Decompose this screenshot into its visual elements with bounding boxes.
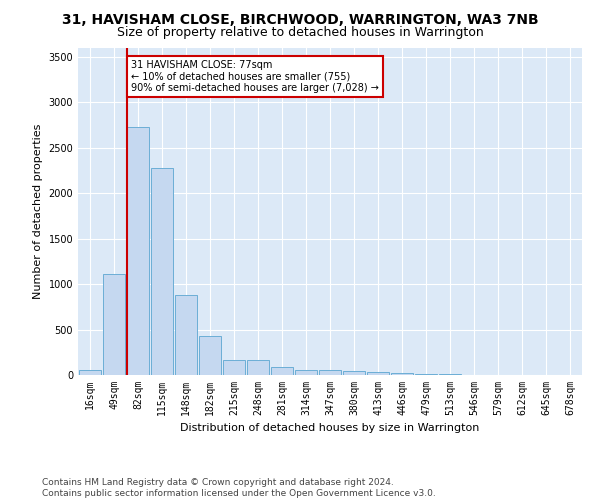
Bar [415, 374, 437, 375]
Bar [175, 295, 197, 375]
Bar [391, 374, 413, 375]
Bar [271, 367, 293, 375]
Y-axis label: Number of detached properties: Number of detached properties [33, 124, 43, 299]
Bar [79, 370, 101, 375]
Bar [343, 372, 365, 375]
Text: 31, HAVISHAM CLOSE, BIRCHWOOD, WARRINGTON, WA3 7NB: 31, HAVISHAM CLOSE, BIRCHWOOD, WARRINGTO… [62, 12, 538, 26]
Bar [199, 336, 221, 375]
Bar [367, 372, 389, 375]
Text: Size of property relative to detached houses in Warrington: Size of property relative to detached ho… [116, 26, 484, 39]
Text: Contains HM Land Registry data © Crown copyright and database right 2024.
Contai: Contains HM Land Registry data © Crown c… [42, 478, 436, 498]
Bar [319, 370, 341, 375]
Bar [439, 374, 461, 375]
Bar [127, 126, 149, 375]
Bar [103, 274, 125, 375]
Bar [223, 360, 245, 375]
Bar [295, 370, 317, 375]
Bar [151, 168, 173, 375]
Text: 31 HAVISHAM CLOSE: 77sqm
← 10% of detached houses are smaller (755)
90% of semi-: 31 HAVISHAM CLOSE: 77sqm ← 10% of detach… [131, 60, 379, 94]
X-axis label: Distribution of detached houses by size in Warrington: Distribution of detached houses by size … [181, 424, 479, 434]
Bar [247, 360, 269, 375]
